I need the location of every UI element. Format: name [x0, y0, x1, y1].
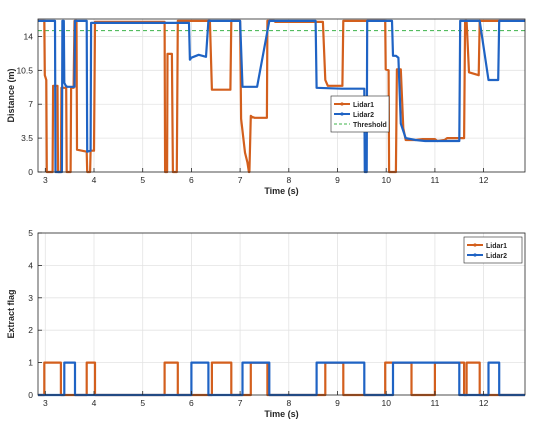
- plot-area: [38, 233, 525, 395]
- axes-frame: [37, 18, 526, 173]
- y-tick-label: 0: [28, 390, 33, 400]
- legend-label: Threshold: [353, 122, 387, 129]
- y-tick-label: 1: [28, 358, 33, 368]
- legend: Lidar1 Lidar2 Threshold: [330, 95, 390, 133]
- y-tick-label: 14: [24, 31, 34, 41]
- x-tick-label: 12: [479, 175, 489, 185]
- y-tick-label: 2: [28, 325, 33, 335]
- x-tick-label: 11: [430, 175, 439, 185]
- x-tick-label: 10: [381, 175, 391, 185]
- y-tick-label: 3.5: [21, 133, 33, 143]
- x-tick-label: 6: [189, 398, 194, 408]
- y-tick-label: 3: [28, 293, 33, 303]
- legend: Lidar1 Lidar2: [463, 236, 523, 264]
- x-tick-label: 3: [43, 175, 48, 185]
- legend-marker: [473, 253, 477, 257]
- distance-panel: 3 4 5 6 7 8 9 10 11 12 0 3.5 7 10.5 14 Time (s) Distance…: [6, 18, 526, 196]
- y-tick-label: 4: [28, 260, 33, 270]
- x-tick-label: 9: [335, 398, 340, 408]
- x-axis-label: Time (s): [264, 409, 298, 419]
- x-tick-label: 3: [43, 398, 48, 408]
- legend-label: Lidar2: [486, 253, 507, 260]
- legend-marker: [340, 102, 344, 106]
- x-tick-label: 12: [479, 398, 489, 408]
- series-line-lidar2: [38, 19, 525, 174]
- x-tick-label: 10: [381, 398, 391, 408]
- legend-box: [463, 236, 523, 264]
- x-tick-label: 8: [286, 398, 291, 408]
- x-tick-label: 5: [140, 398, 145, 408]
- y-tick-label: 7: [28, 99, 33, 109]
- plot-area: [38, 19, 525, 172]
- x-tick-label: 8: [286, 175, 291, 185]
- x-tick-label: 6: [189, 175, 194, 185]
- legend-label: Lidar1: [486, 243, 507, 250]
- x-tick-label: 7: [238, 175, 243, 185]
- x-tick-label: 4: [92, 398, 97, 408]
- x-tick-label: 7: [238, 398, 243, 408]
- x-tick-label: 11: [430, 398, 439, 408]
- x-axis-label: Time (s): [264, 186, 298, 196]
- x-tick-label: 5: [140, 175, 145, 185]
- y-tick-label: 10.5: [16, 65, 33, 75]
- y-tick-label: 0: [28, 167, 33, 177]
- legend-label: Lidar1: [353, 102, 374, 109]
- axes-frame: [37, 232, 526, 396]
- x-tick-label: 4: [92, 175, 97, 185]
- x-tick-label: 9: [335, 175, 340, 185]
- legend-marker: [340, 112, 344, 116]
- legend-marker: [473, 243, 477, 247]
- legend-label: Lidar2: [353, 112, 374, 119]
- y-axis-label: Extract flag: [6, 289, 16, 338]
- y-axis-label: Distance (m): [6, 68, 16, 122]
- y-tick-label: 5: [28, 228, 33, 238]
